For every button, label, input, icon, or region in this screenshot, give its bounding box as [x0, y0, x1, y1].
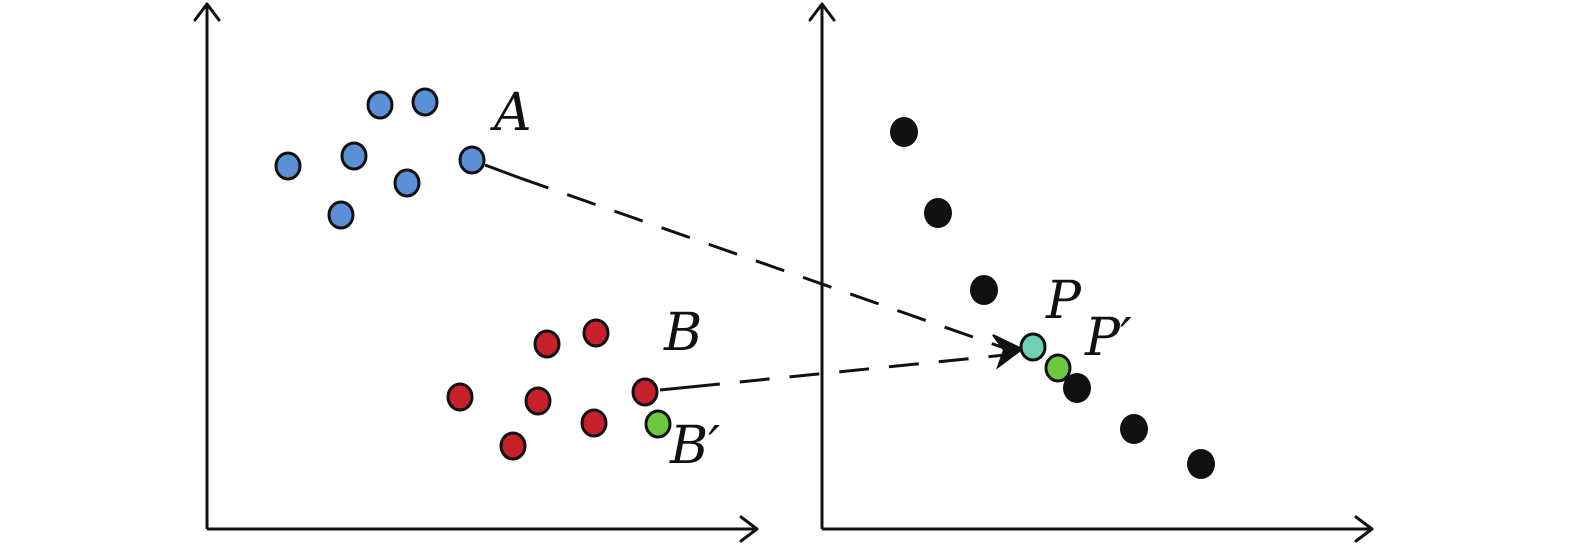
label-p-prime: P′: [1084, 308, 1132, 368]
left-axes: [193, 2, 759, 543]
cluster-b-point: [582, 318, 610, 348]
black-points: [890, 117, 1215, 479]
cluster-a-point: [393, 168, 421, 198]
label-p: P: [1045, 271, 1082, 331]
cluster-a-points: [274, 87, 486, 230]
right-y-arrowhead: [808, 2, 836, 22]
left-x-arrowhead: [739, 515, 759, 543]
left-y-arrowhead: [193, 2, 221, 22]
black-point: [1063, 373, 1091, 403]
cluster-b-point: [524, 386, 552, 416]
dashed-line-b-to-p: [689, 353, 1006, 389]
mapping-lines: [484, 163, 1024, 392]
black-point: [924, 198, 952, 228]
label-a: A: [490, 83, 532, 143]
connector-a-stub: [484, 163, 521, 180]
label-b: B: [663, 303, 702, 363]
dashed-line-a-to-p: [519, 176, 1011, 352]
right-x-arrowhead: [1354, 515, 1374, 543]
black-point: [1120, 414, 1148, 444]
cluster-a-point: [274, 151, 302, 181]
connector-b-stub: [659, 385, 691, 392]
cluster-b-point: [580, 408, 608, 438]
black-point: [890, 117, 918, 147]
right-axes: [808, 2, 1374, 543]
black-point: [970, 275, 998, 305]
cluster-a-point: [327, 200, 355, 230]
cluster-b-point: [499, 431, 527, 461]
cluster-b-point: [446, 382, 474, 412]
label-b-prime: B′: [669, 416, 720, 476]
point-p: [1019, 332, 1047, 362]
point-b-prime: [644, 409, 672, 439]
point-b: [631, 377, 659, 407]
labels: A B B′ P P′: [490, 83, 1132, 476]
point-p-prime: [1044, 353, 1072, 383]
cluster-a-point: [340, 141, 368, 171]
mapped-points: [1019, 332, 1072, 383]
arrowhead-at-p: [992, 334, 1024, 370]
cluster-a-point: [411, 87, 439, 117]
point-a: [458, 145, 486, 175]
black-point: [1187, 449, 1215, 479]
cluster-b-point: [533, 329, 561, 359]
cluster-b-points: [446, 318, 672, 461]
cluster-a-point: [366, 90, 394, 120]
